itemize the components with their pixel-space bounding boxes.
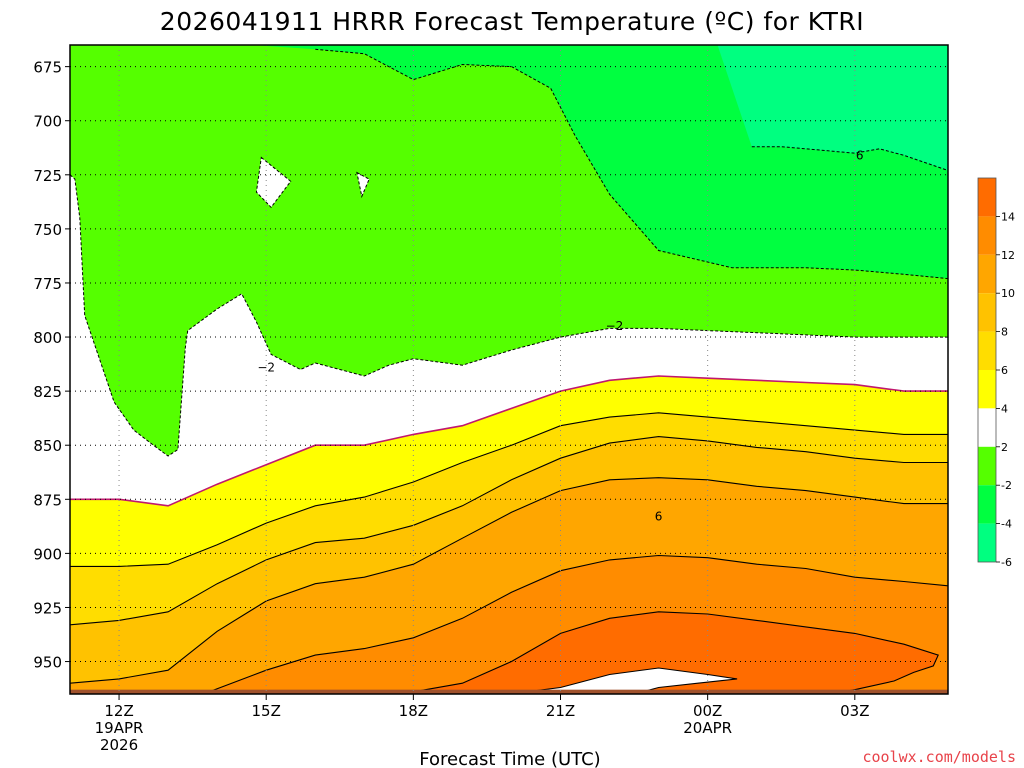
colorbar-label-2: 10 (1001, 287, 1015, 300)
contour--4 (315, 48, 948, 280)
warm-band-14 (491, 668, 738, 694)
y-tick-label-0: 675 (33, 59, 62, 77)
chart-title: 2026041911 HRRR Forecast Temperature (ºC… (160, 7, 864, 36)
y-tick-label-10: 925 (33, 599, 62, 617)
colorbar-bin-5 (978, 370, 996, 409)
contour-14 (504, 667, 738, 694)
colorbar-bin-0 (978, 178, 996, 217)
contour-label-1: −2 (606, 319, 624, 333)
y-tick-label-5: 800 (33, 329, 62, 347)
cold-band--6 (70, 45, 948, 171)
colorbar-bin-1 (978, 216, 996, 255)
y-tick-label-11: 950 (33, 654, 62, 672)
x-tick-label-3-0: 21Z (546, 702, 575, 720)
contour-minus2 (70, 174, 948, 457)
contour-label-2: −2 (257, 360, 275, 374)
y-tick-label-7: 850 (33, 437, 62, 455)
contour-10 (201, 554, 948, 694)
colorbar-bin-3 (978, 293, 996, 332)
contour-6 (70, 436, 948, 626)
x-tick-label-4-1: 20APR (683, 719, 732, 737)
colorbar-label-8: -4 (1001, 518, 1012, 531)
cold-hole-1 (356, 171, 370, 199)
y-tick-label-3: 750 (33, 221, 62, 239)
x-tick-label-4-0: 00Z (693, 702, 722, 720)
contour-8 (70, 477, 948, 684)
x-tick-label-0-1: 19APR (95, 719, 144, 737)
colorbar-label-1: 12 (1001, 249, 1015, 262)
axes: 67570072575077580082585087590092595012Z1… (33, 44, 949, 754)
colorbar-label-7: -2 (1001, 479, 1012, 492)
colorbar-bin-2 (978, 254, 996, 294)
x-tick-label-0-2: 2026 (100, 736, 138, 754)
y-tick-label-6: 825 (33, 383, 62, 401)
colorbar-label-6: 2 (1001, 441, 1008, 454)
contour-label-3: 6 (655, 510, 663, 524)
ground-band (70, 689, 948, 694)
cold-band--4 (70, 45, 948, 279)
x-axis-label: Forecast Time (UTC) (419, 749, 600, 768)
cold-hole-0 (255, 156, 292, 209)
colorbar-label-0: 14 (1001, 210, 1015, 223)
warm-band-12 (266, 611, 939, 694)
colorbar-label-4: 6 (1001, 364, 1008, 377)
colorbar-bin-4 (978, 331, 996, 370)
colorbar-label-5: 4 (1001, 402, 1008, 415)
y-tick-label-4: 775 (33, 275, 62, 293)
colorbar-bin-7 (978, 446, 996, 486)
colorbar-bin-6 (978, 408, 996, 447)
colorbar-bin-8 (978, 485, 996, 524)
plot-frame (69, 44, 949, 695)
contour-12 (366, 611, 939, 694)
x-tick-label-1-0: 15Z (252, 702, 281, 720)
x-tick-label-5-0: 03Z (840, 702, 869, 720)
x-tick-label-0-0: 12Z (104, 702, 133, 720)
contour-label-0: 6 (856, 148, 864, 162)
colorbar-label-3: 8 (1001, 326, 1008, 339)
plot-content: 6 −2 −2 6 (70, 45, 948, 694)
plot-area: 6 −2 −2 6 (70, 45, 948, 694)
x-tick-label-2-0: 18Z (399, 702, 428, 720)
contour-2 (70, 375, 948, 507)
colorbar-label-9: -6 (1001, 556, 1012, 569)
y-tick-label-1: 700 (33, 113, 62, 131)
y-tick-label-9: 900 (33, 545, 62, 563)
contour-4 (70, 412, 948, 567)
colorbar-bin-9 (978, 523, 996, 562)
colorbar: 14 12 10 8 6 4 2 -2 -4 -6 (977, 177, 1015, 569)
y-tick-label-8: 875 (33, 491, 62, 509)
credit-text: coolwx.com/models (862, 748, 1016, 766)
y-tick-label-2: 725 (33, 167, 62, 185)
